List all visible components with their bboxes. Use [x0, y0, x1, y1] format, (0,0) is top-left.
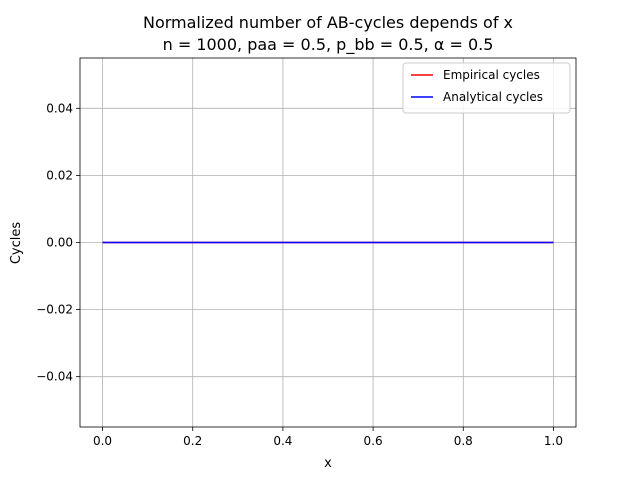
y-tick-label: 0.00 — [46, 236, 73, 250]
x-tick-label: 0.8 — [454, 434, 473, 448]
axis-ticks: 0.0 0.2 0.4 0.6 0.8 1.0 −0.04 −0.02 0.00 0.02 0.04 — [36, 101, 563, 448]
chart-title: Normalized number of AB-cycles depends o… — [143, 13, 513, 32]
x-tick-label: 0.6 — [364, 434, 383, 448]
x-axis-label: x — [324, 456, 332, 471]
legend-box — [402, 62, 571, 114]
chart-subtitle: n = 1000, paa = 0.5, p_bb = 0.5, α = 0.5 — [163, 35, 494, 55]
y-tick-label: −0.02 — [36, 303, 73, 317]
x-tick-label: 0.2 — [183, 434, 202, 448]
x-tick-label: 1.0 — [544, 434, 563, 448]
legend-label: Analytical cycles — [443, 90, 543, 104]
x-tick-label: 0.4 — [273, 434, 292, 448]
y-tick-label: 0.04 — [46, 101, 73, 115]
y-tick-label: −0.04 — [36, 370, 73, 384]
legend-label: Empirical cycles — [443, 68, 540, 82]
y-axis-label: Cycles — [9, 222, 24, 265]
legend: Empirical cycles Analytical cycles — [402, 62, 571, 114]
x-tick-label: 0.0 — [93, 434, 112, 448]
y-tick-label: 0.02 — [46, 168, 73, 182]
